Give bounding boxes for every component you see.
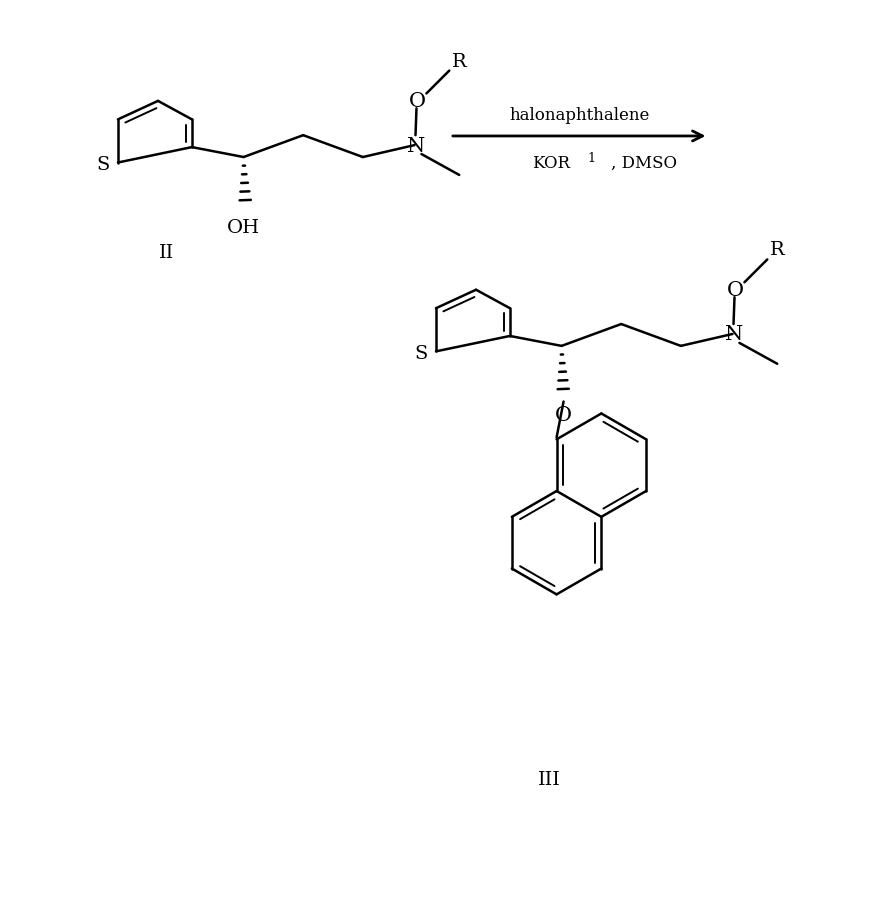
Text: KOR: KOR <box>532 155 571 172</box>
Text: O: O <box>727 280 744 300</box>
Text: O: O <box>409 92 426 111</box>
Text: O: O <box>556 405 572 425</box>
Text: R: R <box>452 52 467 71</box>
Text: , DMSO: , DMSO <box>611 155 676 172</box>
Text: N: N <box>408 136 426 155</box>
Text: R: R <box>770 241 785 259</box>
Text: OH: OH <box>227 219 260 236</box>
Text: 1: 1 <box>587 153 595 165</box>
Text: II: II <box>159 244 175 262</box>
Text: N: N <box>726 325 744 344</box>
Text: III: III <box>538 770 561 789</box>
Text: halonaphthalene: halonaphthalene <box>509 107 650 123</box>
Text: S: S <box>97 156 109 175</box>
Text: S: S <box>415 345 427 363</box>
